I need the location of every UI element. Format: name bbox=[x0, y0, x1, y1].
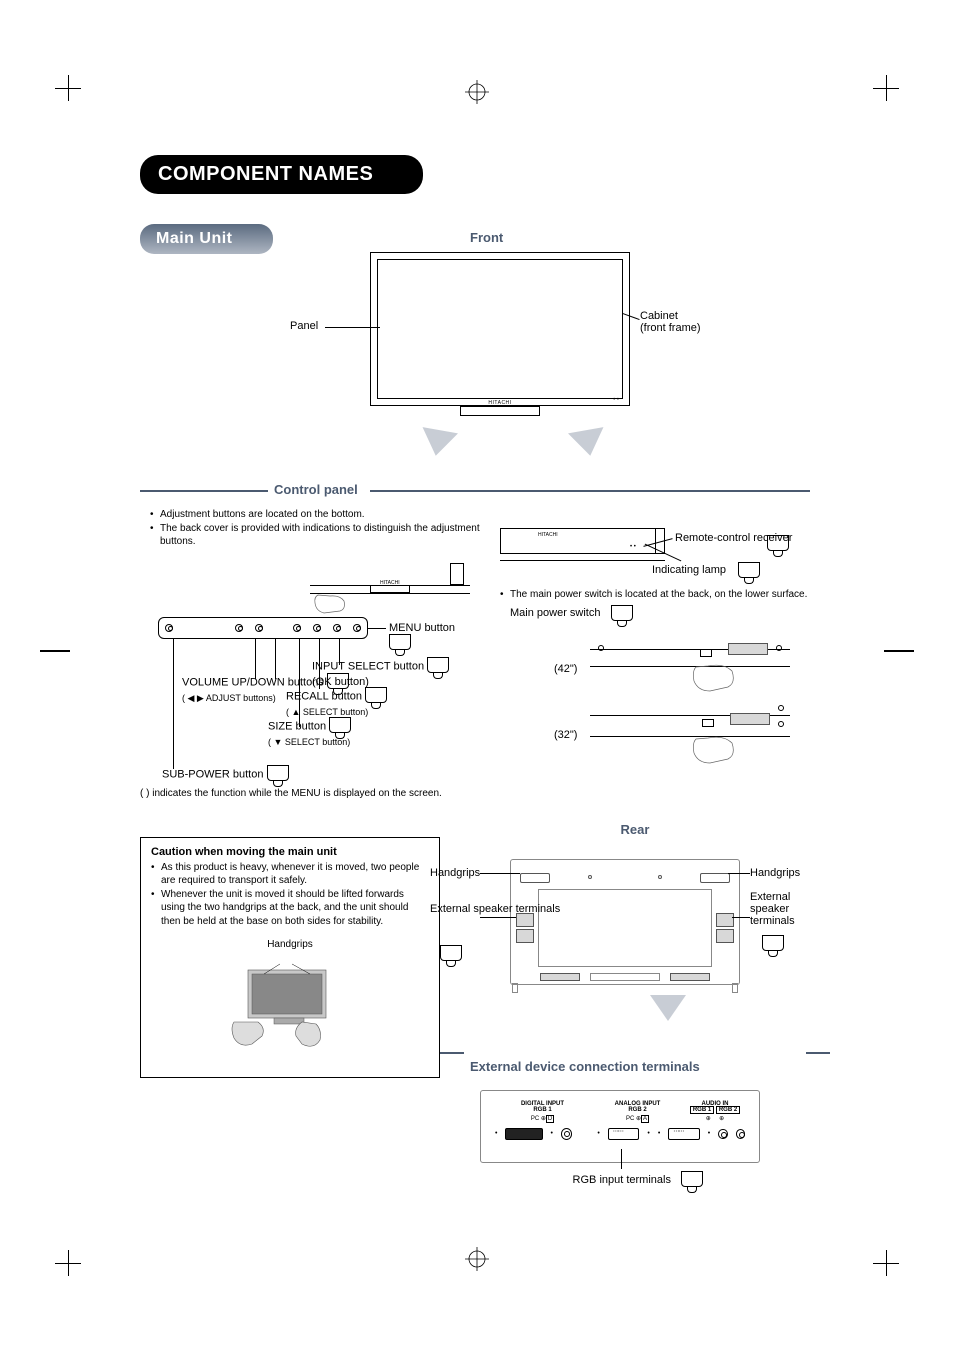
page-ref-icon bbox=[767, 535, 789, 556]
ext-speaker-right: External speaker terminals bbox=[750, 891, 820, 927]
leader-line bbox=[732, 917, 750, 918]
menu-button-label: MENU button bbox=[389, 622, 480, 653]
bottom-schematic: HITACHI bbox=[310, 555, 470, 605]
crop-mark bbox=[873, 75, 899, 101]
rear-switch-32: (32") bbox=[500, 701, 820, 767]
size-label: SIZE button ( ▼ SELECT button) bbox=[268, 717, 351, 748]
handgrips-illustration bbox=[151, 952, 429, 1067]
section-bar bbox=[140, 490, 268, 492]
section-bar bbox=[440, 1052, 464, 1054]
registration-mark bbox=[465, 80, 489, 104]
crop-side bbox=[40, 650, 70, 652]
rgb-terminals-label: RGB input terminals bbox=[573, 1174, 671, 1186]
crop-mark bbox=[55, 75, 81, 101]
crop-mark bbox=[55, 1250, 81, 1276]
control-footnote: ( ) indicates the function while the MEN… bbox=[140, 787, 442, 801]
arrow-icon bbox=[418, 427, 458, 459]
leader-line bbox=[728, 873, 750, 874]
main-unit-label: Main Unit bbox=[140, 224, 273, 254]
terminal-panel-diagram: DIGITAL INPUT RGB 1 PC ⊕D ANALOG INPUT R… bbox=[480, 1090, 760, 1163]
page-ref-icon bbox=[738, 562, 760, 583]
leader-line bbox=[173, 639, 174, 769]
section-bar bbox=[806, 1052, 830, 1054]
handgrips-label: Handgrips bbox=[267, 939, 313, 950]
front-view-diagram: HITACHI • • bbox=[370, 252, 630, 416]
panel-label: Panel bbox=[290, 320, 318, 332]
main-switch-label: Main power switch bbox=[510, 607, 600, 619]
caution-title: Caution when moving the main unit bbox=[151, 846, 429, 858]
external-terminals-heading: External device connection terminals bbox=[470, 1059, 700, 1074]
sub-power-label: SUB-POWER button bbox=[162, 765, 289, 784]
rear-heading: Rear bbox=[621, 822, 650, 837]
crop-mark bbox=[873, 1250, 899, 1276]
control-notes: Adjustment buttons are located on the bo… bbox=[140, 508, 480, 549]
page-ref-icon bbox=[440, 945, 462, 966]
caution-box: Caution when moving the main unit As thi… bbox=[140, 837, 440, 1079]
arrow-icon bbox=[650, 995, 686, 1021]
handgrips-label-left: Handgrips bbox=[430, 867, 480, 879]
page-ref-icon bbox=[611, 605, 633, 626]
leader-line bbox=[480, 873, 520, 874]
rear-view-diagram: Handgrips External speaker terminals Han… bbox=[450, 849, 820, 1019]
page-ref-icon bbox=[762, 935, 784, 956]
indicating-lamp-label: Indicating lamp bbox=[652, 564, 726, 576]
cabinet-label: Cabinet (front frame) bbox=[640, 310, 701, 334]
section-bar bbox=[370, 490, 810, 492]
ext-speaker-left: External speaker terminals bbox=[430, 903, 560, 915]
control-panel-heading: Control panel bbox=[274, 482, 358, 497]
handgrips-label-right: Handgrips bbox=[750, 867, 800, 879]
arrow-icon bbox=[568, 427, 608, 459]
button-row-diagram bbox=[158, 617, 368, 639]
volume-label: VOLUME UP/DOWN buttons ( ◀ ▶ ADJUST butt… bbox=[182, 673, 349, 704]
main-switch-note: The main power switch is located at the … bbox=[500, 588, 820, 602]
page-title: COMPONENT NAMES bbox=[140, 155, 423, 194]
leader-line bbox=[480, 917, 516, 918]
leader-line bbox=[368, 628, 386, 629]
rear-switch-42: (42") bbox=[500, 635, 820, 695]
page-ref-icon bbox=[681, 1171, 703, 1192]
front-heading: Front bbox=[470, 230, 503, 245]
leader-line bbox=[325, 327, 380, 328]
crop-side bbox=[884, 650, 914, 652]
leader-line bbox=[621, 1149, 622, 1169]
registration-mark bbox=[465, 1247, 489, 1271]
